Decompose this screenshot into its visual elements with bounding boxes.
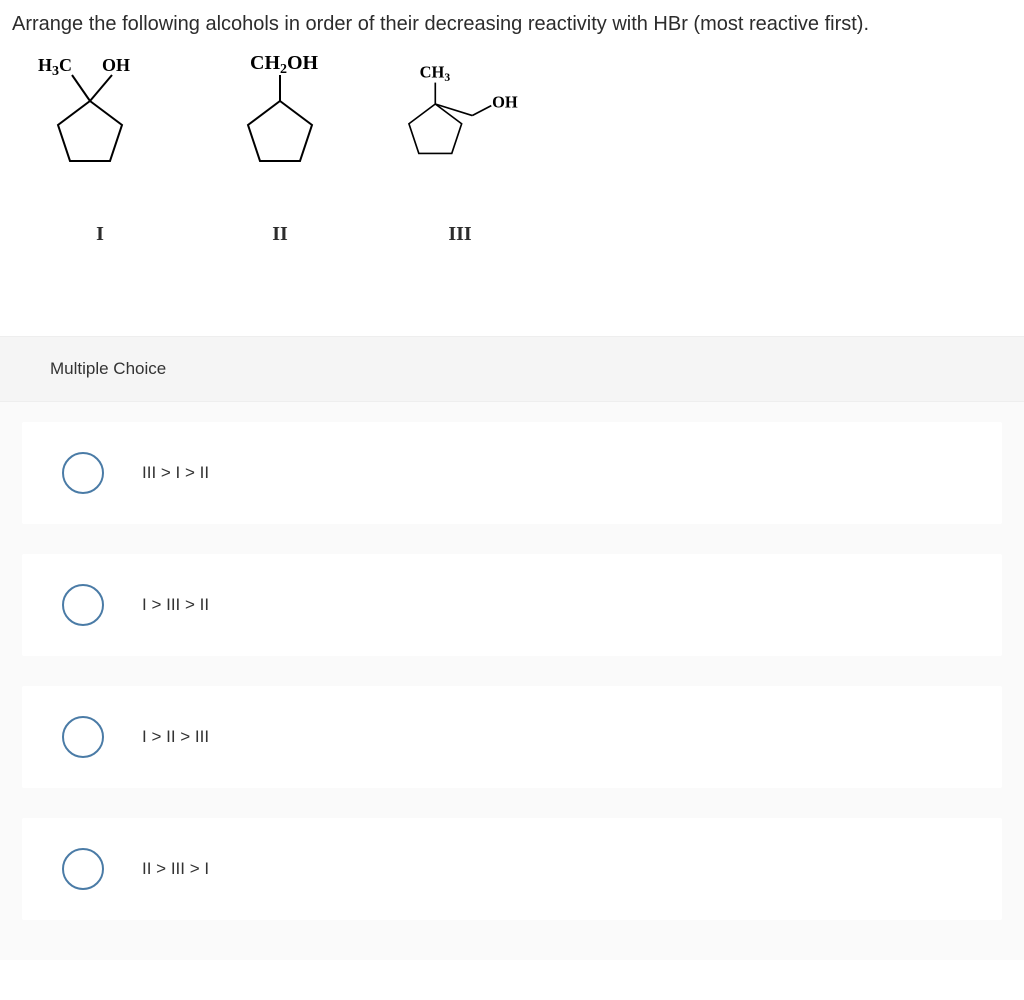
- structure-2: CH2OH II: [210, 53, 350, 246]
- structure-3: CH3 OH III: [390, 53, 530, 246]
- svg-text:OH: OH: [102, 55, 130, 75]
- mc-option-1[interactable]: III > I > II: [22, 422, 1002, 524]
- svg-text:OH: OH: [492, 92, 518, 111]
- structure-1-svg: H3C OH: [30, 53, 170, 183]
- structure-2-svg: CH2OH: [210, 53, 350, 183]
- structure-1: H3C OH I: [30, 53, 170, 246]
- option-4-text: II > III > I: [142, 859, 209, 879]
- mc-option-4[interactable]: II > III > I: [22, 818, 1002, 920]
- radio-icon[interactable]: [62, 848, 104, 890]
- multiple-choice-section: Multiple Choice III > I > II I > III > I…: [0, 336, 1024, 960]
- mc-option-2[interactable]: I > III > II: [22, 554, 1002, 656]
- mc-header: Multiple Choice: [0, 336, 1024, 402]
- option-2-text: I > III > II: [142, 595, 209, 615]
- svg-text:CH2OH: CH2OH: [250, 53, 319, 77]
- structure-2-label: II: [272, 223, 288, 246]
- radio-icon[interactable]: [62, 716, 104, 758]
- svg-text:H3C: H3C: [38, 55, 72, 79]
- structures-row: H3C OH I CH2OH II CH3: [0, 43, 1024, 256]
- question-text: Arrange the following alcohols in order …: [0, 0, 1024, 43]
- radio-icon[interactable]: [62, 584, 104, 626]
- option-3-text: I > II > III: [142, 727, 209, 747]
- structure-3-label: III: [448, 223, 471, 246]
- svg-text:CH3: CH3: [420, 63, 451, 84]
- mc-option-3[interactable]: I > II > III: [22, 686, 1002, 788]
- radio-icon[interactable]: [62, 452, 104, 494]
- option-1-text: III > I > II: [142, 463, 209, 483]
- structure-3-svg: CH3 OH: [390, 53, 530, 183]
- mc-options-container: III > I > II I > III > II I > II > III I…: [0, 402, 1024, 960]
- structure-1-label: I: [96, 223, 104, 246]
